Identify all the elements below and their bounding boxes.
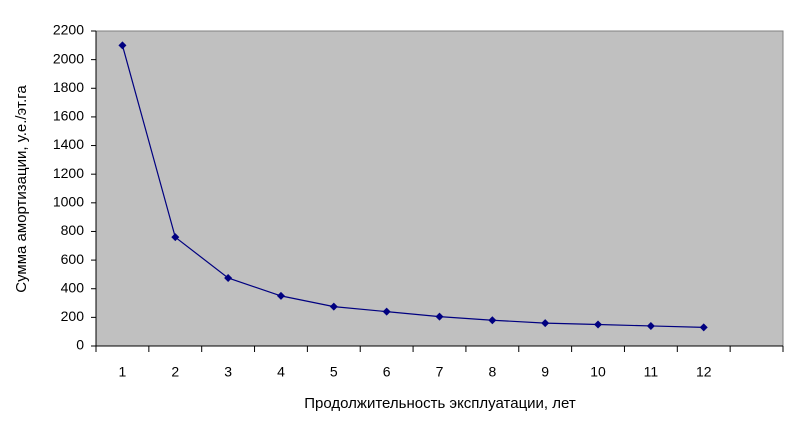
x-tick-label: 9 — [541, 364, 549, 380]
y-tick-label: 600 — [61, 251, 85, 267]
marker — [118, 41, 127, 50]
y-axis-title: Сумма амортизации, у.е./эт.га — [13, 85, 30, 293]
y-tick-label: 1600 — [53, 108, 84, 124]
x-tick-label: 1 — [119, 364, 127, 380]
x-tick-label: 6 — [383, 364, 391, 380]
x-tick-label: 12 — [696, 364, 712, 380]
x-tick-label: 3 — [224, 364, 232, 380]
y-tick-label: 1800 — [53, 79, 84, 95]
x-tick-label: 5 — [330, 364, 338, 380]
x-tick-label: 10 — [590, 364, 606, 380]
marker — [435, 312, 444, 321]
y-tick-label: 400 — [61, 279, 85, 295]
x-tick-label: 11 — [644, 364, 659, 380]
marker — [171, 233, 180, 242]
marker — [541, 319, 550, 328]
x-tick-label: 4 — [277, 364, 285, 380]
y-tick-label: 1200 — [53, 165, 84, 181]
marker — [329, 302, 338, 311]
y-tick-label: 200 — [61, 308, 85, 324]
marker — [382, 307, 391, 316]
y-tick-label: 2200 — [53, 22, 84, 38]
marker — [488, 316, 497, 325]
marker — [646, 321, 655, 330]
y-tick-label: 1400 — [53, 136, 84, 152]
y-tick-label: 0 — [76, 337, 84, 353]
y-tick-label: 800 — [61, 222, 85, 238]
x-tick-label: 8 — [488, 364, 496, 380]
plot-area — [95, 30, 784, 347]
line — [121, 45, 704, 328]
marker — [594, 320, 603, 329]
x-tick-label: 2 — [171, 364, 179, 380]
y-tick-label: 2000 — [53, 50, 84, 66]
x-axis-title: Продолжительность эксплуатации, лет — [304, 395, 576, 412]
marker — [699, 323, 708, 332]
marker — [276, 291, 285, 300]
y-tick-label: 1000 — [53, 194, 84, 210]
x-tick-label: 7 — [436, 364, 444, 380]
marker — [224, 273, 233, 282]
